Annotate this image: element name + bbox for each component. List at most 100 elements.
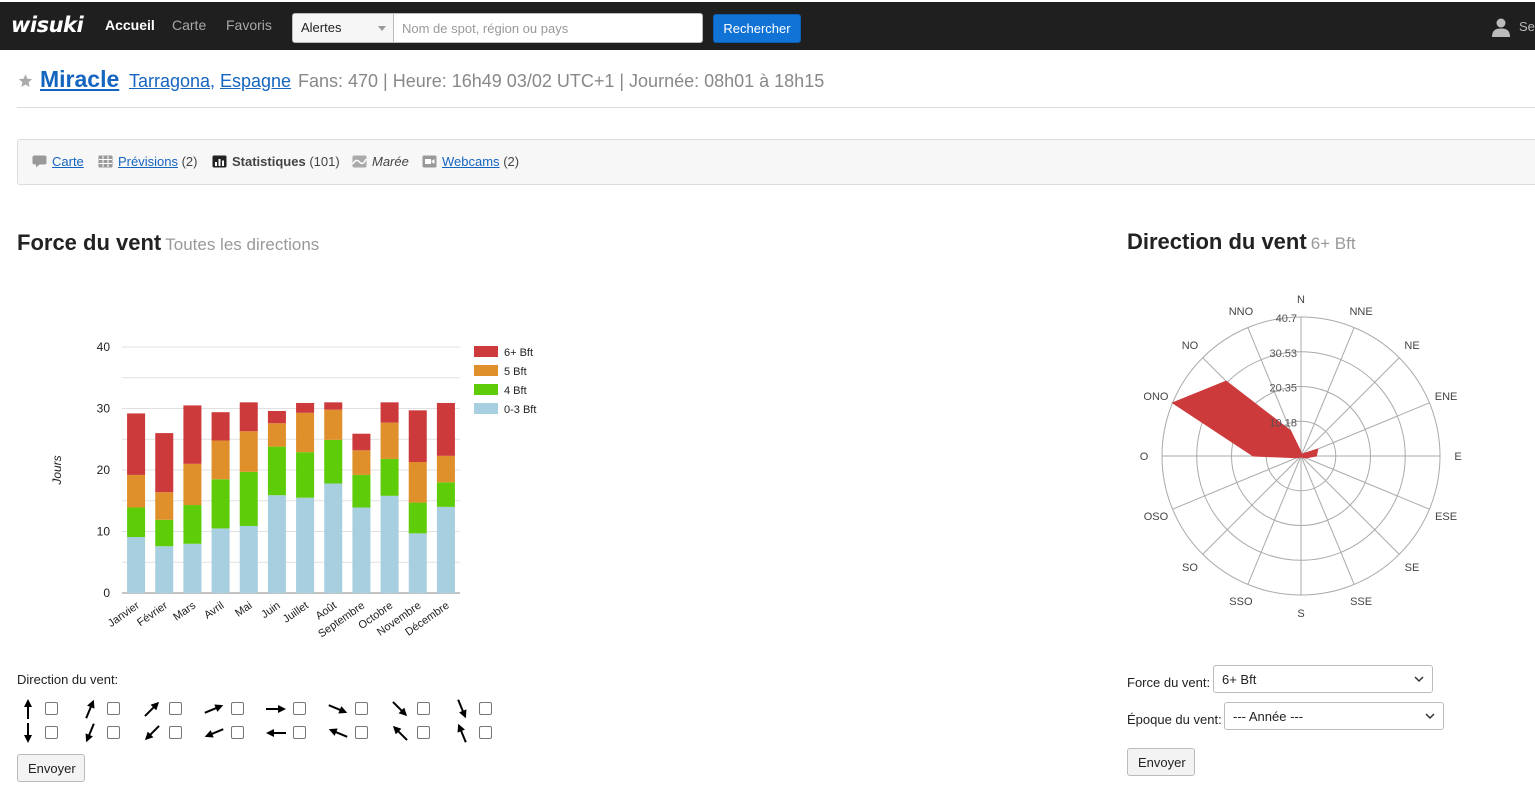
bar-segment[interactable] xyxy=(352,507,371,593)
bar-segment[interactable] xyxy=(267,495,286,593)
spot-region-link[interactable]: Tarragona xyxy=(129,71,211,91)
bar-segment[interactable] xyxy=(380,402,399,423)
nav-map-link[interactable]: Carte xyxy=(172,17,207,33)
bar-segment[interactable] xyxy=(296,412,315,453)
bar-segment[interactable] xyxy=(436,402,455,456)
direction-option-nno[interactable] xyxy=(451,722,513,744)
direction-option-sse[interactable] xyxy=(451,698,513,720)
alerts-select[interactable]: Alertes xyxy=(292,13,394,43)
direction-checkbox[interactable] xyxy=(479,702,492,715)
direction-checkbox[interactable] xyxy=(107,726,120,739)
direction-checkbox[interactable] xyxy=(231,726,244,739)
spot-country-link[interactable]: Espagne xyxy=(220,71,292,91)
bar-segment[interactable] xyxy=(296,402,315,413)
direction-checkbox[interactable] xyxy=(355,726,368,739)
bar-segment[interactable] xyxy=(352,433,371,451)
direction-checkbox[interactable] xyxy=(355,702,368,715)
bar-segment[interactable] xyxy=(324,439,343,484)
direction-option-se[interactable] xyxy=(389,698,451,720)
bar-segment[interactable] xyxy=(155,492,174,520)
bar-segment[interactable] xyxy=(239,402,258,432)
bar-segment[interactable] xyxy=(352,474,371,508)
direction-option-oso[interactable] xyxy=(203,722,265,744)
bar-segment[interactable] xyxy=(267,410,286,424)
bar-segment[interactable] xyxy=(183,405,202,464)
direction-checkbox[interactable] xyxy=(417,726,430,739)
direction-checkbox[interactable] xyxy=(417,702,430,715)
direction-option-ese[interactable] xyxy=(327,698,389,720)
radar-series-area[interactable] xyxy=(1171,380,1319,459)
tab-webcams[interactable]: Webcams (2) xyxy=(422,154,519,169)
bar-segment[interactable] xyxy=(380,422,399,459)
bar-segment[interactable] xyxy=(267,423,286,447)
direction-checkbox[interactable] xyxy=(45,726,58,739)
tab-forecasts[interactable]: Prévisions (2) xyxy=(98,154,197,169)
direction-option-ne[interactable] xyxy=(141,698,203,720)
bar-segment[interactable] xyxy=(436,506,455,593)
bar-segment[interactable] xyxy=(155,519,174,547)
bar-segment[interactable] xyxy=(127,474,146,508)
direction-checkbox[interactable] xyxy=(479,726,492,739)
bar-segment[interactable] xyxy=(324,483,343,593)
bar-segment[interactable] xyxy=(127,413,146,475)
bar-segment[interactable] xyxy=(183,505,202,544)
bar-segment[interactable] xyxy=(211,479,230,529)
direction-checkbox[interactable] xyxy=(169,726,182,739)
bar-segment[interactable] xyxy=(408,462,427,503)
bar-segment[interactable] xyxy=(211,440,230,480)
direction-option-ene[interactable] xyxy=(203,698,265,720)
bar-segment[interactable] xyxy=(380,458,399,496)
direction-option-no[interactable] xyxy=(389,722,451,744)
bar-segment[interactable] xyxy=(380,495,399,593)
bar-segment[interactable] xyxy=(296,497,315,593)
direction-option-nne[interactable] xyxy=(79,698,141,720)
bar-segment[interactable] xyxy=(436,455,455,483)
direction-option-o[interactable] xyxy=(265,722,327,744)
bar-segment[interactable] xyxy=(408,410,427,463)
bar-segment[interactable] xyxy=(408,502,427,534)
bar-segment[interactable] xyxy=(239,471,258,526)
wisuki-logo[interactable]: wisuki xyxy=(11,13,84,37)
direction-checkbox[interactable] xyxy=(293,726,306,739)
spot-name-link[interactable]: Miracle xyxy=(40,66,120,92)
tab-statistics[interactable]: Statistiques (101) xyxy=(212,154,340,169)
bar-segment[interactable] xyxy=(211,412,230,441)
direction-checkbox[interactable] xyxy=(293,702,306,715)
bar-segment[interactable] xyxy=(436,482,455,507)
direction-option-e[interactable] xyxy=(265,698,327,720)
direction-option-n[interactable] xyxy=(17,698,79,720)
direction-option-s[interactable] xyxy=(17,722,79,744)
bar-segment[interactable] xyxy=(408,533,427,593)
bar-segment[interactable] xyxy=(296,452,315,498)
bar-segment[interactable] xyxy=(127,507,146,538)
nav-home-link[interactable]: Accueil xyxy=(105,17,155,33)
search-button[interactable]: Rechercher xyxy=(713,14,801,43)
bar-segment[interactable] xyxy=(127,537,146,593)
bar-segment[interactable] xyxy=(183,463,202,506)
direction-option-sso[interactable] xyxy=(79,722,141,744)
bar-segment[interactable] xyxy=(183,543,202,593)
bar-segment[interactable] xyxy=(324,402,343,410)
user-menu-label[interactable]: Se xyxy=(1519,19,1535,34)
direction-checkbox[interactable] xyxy=(45,702,58,715)
bar-segment[interactable] xyxy=(239,431,258,472)
direction-checkbox[interactable] xyxy=(107,702,120,715)
nav-favorites-link[interactable]: Favoris xyxy=(226,17,272,33)
bar-segment[interactable] xyxy=(239,525,258,593)
spot-search-input[interactable] xyxy=(394,13,703,43)
tab-map[interactable]: Carte xyxy=(32,154,84,169)
star-icon[interactable] xyxy=(17,73,34,89)
bar-segment[interactable] xyxy=(155,546,174,593)
bar-segment[interactable] xyxy=(352,450,371,475)
direction-checkbox[interactable] xyxy=(231,702,244,715)
direction-option-ono[interactable] xyxy=(327,722,389,744)
bar-segment[interactable] xyxy=(267,446,286,496)
force-select[interactable]: 6+ Bft xyxy=(1213,665,1433,693)
bar-segment[interactable] xyxy=(155,433,174,493)
bar-segment[interactable] xyxy=(324,409,343,440)
direction-checkbox[interactable] xyxy=(169,702,182,715)
force-submit-button[interactable]: Envoyer xyxy=(17,754,85,782)
bar-segment[interactable] xyxy=(211,528,230,593)
period-select[interactable]: --- Année --- xyxy=(1224,702,1444,730)
tab-tide[interactable]: Marée xyxy=(352,154,409,169)
